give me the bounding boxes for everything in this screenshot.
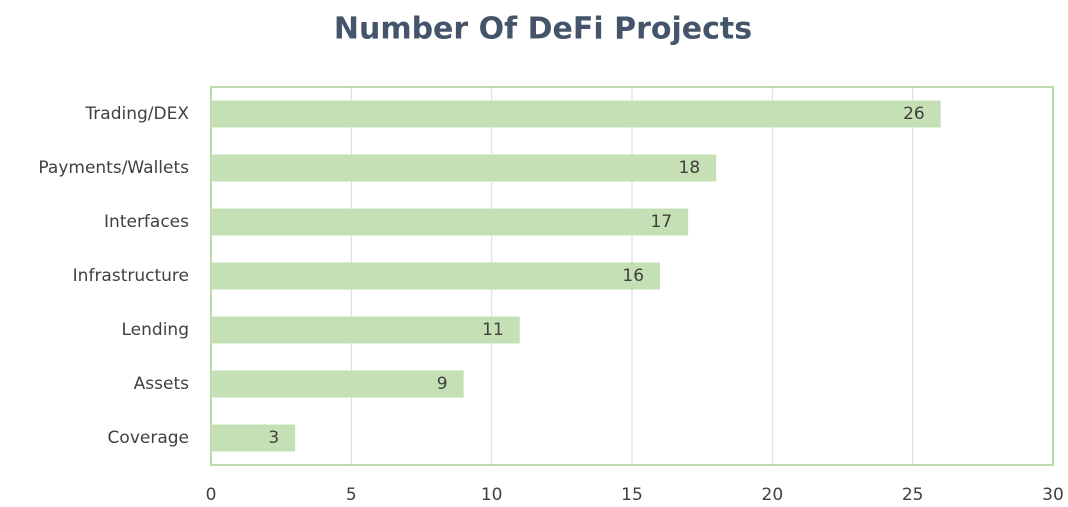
chart-title: Number Of DeFi Projects: [334, 12, 752, 47]
y-tick-label: Coverage: [108, 428, 189, 448]
bar: [211, 370, 464, 398]
x-tick-label: 0: [206, 485, 217, 505]
x-tick-label: 20: [762, 485, 784, 505]
bar: [211, 316, 520, 344]
value-label: 11: [482, 320, 504, 340]
x-tick-label: 5: [346, 485, 357, 505]
bar: [211, 424, 296, 452]
x-tick-label: 30: [1042, 485, 1064, 505]
value-label: 17: [650, 212, 672, 232]
bar: [211, 100, 941, 128]
x-tick-label: 15: [621, 485, 643, 505]
x-tick-label: 25: [902, 485, 924, 505]
value-label: 3: [268, 428, 279, 448]
value-label: 9: [437, 374, 448, 394]
bar: [211, 154, 717, 182]
value-label: 18: [679, 158, 701, 178]
y-tick-label: Trading/DEX: [84, 104, 189, 124]
y-tick-label: Payments/Wallets: [38, 158, 189, 178]
y-tick-label: Assets: [134, 374, 189, 394]
x-tick-label: 10: [481, 485, 503, 505]
bar: [211, 262, 661, 290]
value-label: 16: [622, 266, 644, 286]
value-label: 26: [903, 104, 925, 124]
y-tick-label: Infrastructure: [73, 266, 189, 286]
y-tick-label: Lending: [122, 320, 190, 340]
y-tick-label: Interfaces: [104, 212, 189, 232]
bar: [211, 208, 689, 236]
